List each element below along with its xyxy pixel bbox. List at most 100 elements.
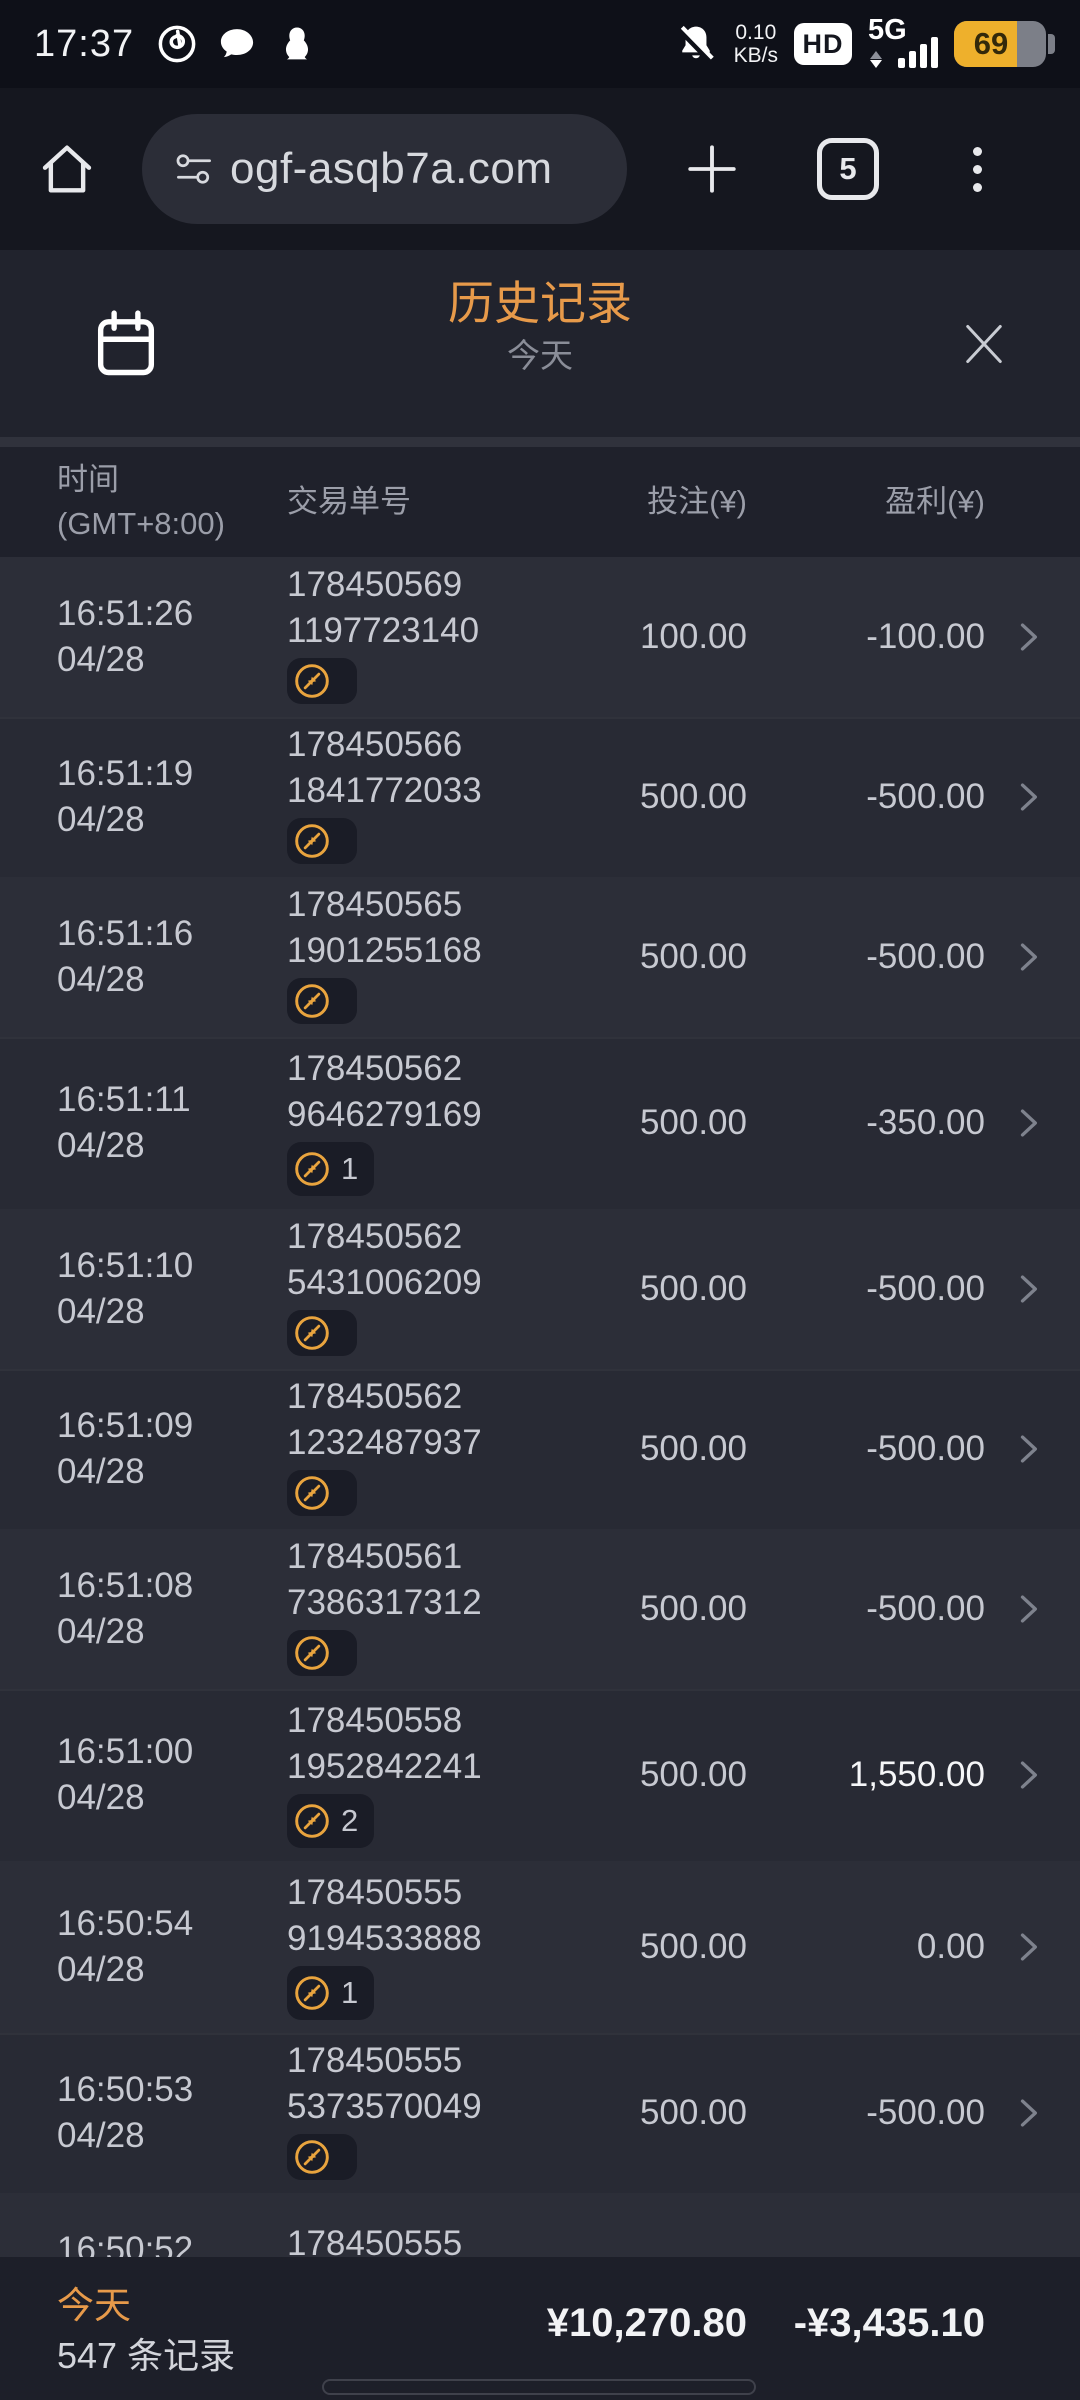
row-bet-amount: 500.00 [639,1755,747,1794]
arrows-inward-icon [295,2140,329,2174]
close-icon[interactable] [950,310,1018,378]
follow-count-badge [287,1630,357,1676]
column-time: 时间 [57,462,119,497]
status-bar: 17:37 0.10 KB/s H [0,0,1080,88]
arrows-inward-icon [295,1316,329,1350]
new-tab-button[interactable] [683,140,741,198]
row-profit-amount: -100.00 [866,617,985,656]
row-profit-amount: -500.00 [866,1269,985,1308]
row-profit-amount: -500.00 [866,2093,985,2132]
row-order-number-2: 9646279169 [287,1095,482,1134]
row-order-number-1: 178450565 [287,885,463,924]
arrows-inward-icon [295,1152,329,1186]
table-row[interactable]: 16:51:11 04/28 178450562 9646279169 1 [0,1037,1080,1209]
chevron-right-icon [1020,1435,1037,1463]
follow-count-badge: 1 [287,1966,375,2020]
row-date: 04/28 [57,1126,145,1165]
url-text: ogf-asqb7a.com [230,144,553,193]
page-title: 历史记录 [448,277,632,329]
table-row[interactable]: 16:51:09 04/28 178450562 1232487937 [0,1369,1080,1529]
row-order-number-1: 178450558 [287,1701,463,1740]
row-bet-amount: 500.00 [637,2250,747,2257]
row-order-number-2: 1232487937 [287,1423,482,1462]
home-button[interactable] [36,138,98,200]
row-time: 16:50:54 [57,1904,194,1943]
calendar-icon[interactable] [84,302,168,386]
follow-count-badge [287,818,357,864]
row-profit-amount: -500.00 [866,777,985,816]
badge-count: 1 [341,1151,359,1186]
column-bet: 投注(¥) [647,484,747,519]
follow-count-badge [287,1310,357,1356]
chevron-right-icon [1020,623,1037,651]
table-row[interactable]: 16:51:26 04/28 178450569 1197723140 [0,557,1080,717]
row-date: 04/28 [57,2116,145,2155]
row-time: 16:51:10 [57,1246,194,1285]
site-settings-icon [176,154,211,184]
table-row[interactable]: 16:51:08 04/28 178450561 7386317312 [0,1529,1080,1689]
table-row[interactable]: 16:50:53 04/28 178450555 5373570049 [0,2033,1080,2193]
row-profit-amount: -500.00 [747,2250,985,2257]
table-row[interactable]: 16:51:10 04/28 178450562 5431006209 [0,1209,1080,1369]
row-time: 16:50:52 [57,2230,194,2257]
follow-count-badge [287,2134,357,2180]
row-time: 16:50:53 [57,2070,194,2109]
row-order-number-2: 5431006209 [287,1263,482,1302]
netease-music-icon [158,25,196,63]
tab-switcher-button[interactable]: 5 [817,138,879,200]
network-speed: 0.10 KB/s [733,21,778,67]
chat-bubble-icon [220,29,254,58]
table-row[interactable]: 16:51:19 04/28 178450566 1841772033 [0,717,1080,877]
row-bet-amount: 500.00 [639,777,747,816]
row-order-number-2: 1841772033 [287,771,482,810]
notifications-muted-icon [677,25,714,63]
row-date: 04/28 [57,960,145,999]
table-row[interactable]: 16:50:52 04/28 178450555 500.00 [0,2193,1080,2257]
follow-count-badge [287,978,357,1024]
row-date: 04/28 [57,1950,145,1989]
browser-menu-button[interactable] [967,141,988,198]
chevron-right-icon [1020,783,1037,811]
row-order-number-2: 9194533888 [287,1919,482,1958]
gesture-handle[interactable] [322,2379,756,2395]
row-order-number-2: 5373570049 [287,2087,482,2126]
arrows-inward-icon [295,664,329,698]
row-order-number-1: 178450562 [287,1049,463,1088]
row-order-number-1: 178450569 [287,565,463,604]
cellular-signal-icon: 5G [868,14,938,72]
row-order-number-2: 1952842241 [287,1747,482,1786]
table-header: 时间 (GMT+8:00) 交易单号 投注(¥) 盈利(¥) [0,447,1080,557]
row-order-number-1: 178450555 [287,1873,463,1912]
badge-count: 2 [341,1803,359,1838]
row-date: 04/28 [57,800,145,839]
summary-footer: 今天 547 条记录 ¥10,270.80 -¥3,435.10 [0,2257,1080,2400]
table-row[interactable]: 16:51:00 04/28 178450558 1952842241 2 [0,1689,1080,1861]
row-bet-amount: 500.00 [639,1589,747,1628]
url-bar[interactable]: ogf-asqb7a.com [142,114,627,224]
row-date: 04/28 [57,1612,145,1651]
chevron-right-icon [1020,1933,1037,1961]
qq-penguin-icon [286,27,309,60]
row-order-number-2: 7386317312 [287,1583,482,1622]
row-date: 04/28 [57,1452,145,1491]
column-order: 交易单号 [287,484,411,519]
chevron-right-icon [1020,1275,1037,1303]
history-header: 历史记录 今天 [0,250,1080,437]
table-row[interactable]: 16:51:16 04/28 178450565 1901255168 [0,877,1080,1037]
row-profit-amount: -500.00 [866,1589,985,1628]
row-order-number-1: 178450555 [287,2224,463,2257]
chevron-right-icon [1020,1109,1037,1137]
arrows-inward-icon [295,824,329,858]
badge-count: 1 [341,1975,359,2010]
chevron-right-icon [1020,1595,1037,1623]
row-profit-amount: -350.00 [866,1103,985,1142]
row-order-number-1: 178450562 [287,1377,463,1416]
row-date: 04/28 [57,1292,145,1331]
chevron-right-icon [1020,1761,1037,1789]
arrows-inward-icon [295,984,329,1018]
follow-count-badge [287,1470,357,1516]
table-row[interactable]: 16:50:54 04/28 178450555 9194533888 1 [0,1861,1080,2033]
arrows-inward-icon [295,1476,329,1510]
arrows-inward-icon [295,1804,329,1838]
